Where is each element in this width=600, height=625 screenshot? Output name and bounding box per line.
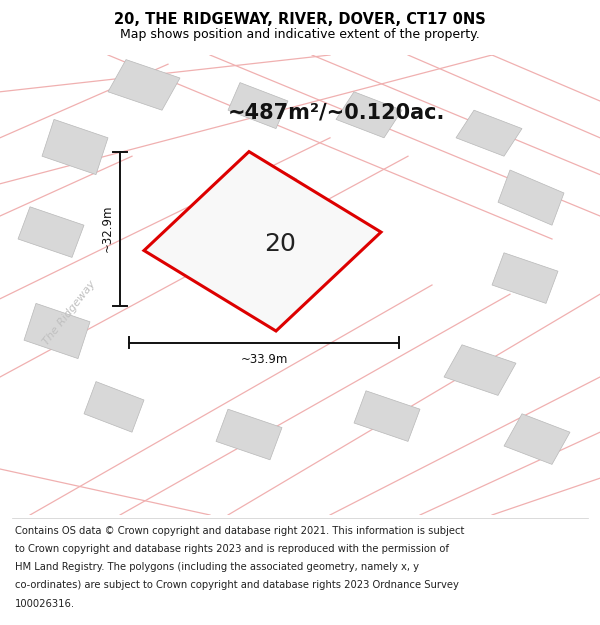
Polygon shape <box>24 303 90 359</box>
Polygon shape <box>216 409 282 460</box>
Polygon shape <box>456 110 522 156</box>
Text: ~487m²/~0.120ac.: ~487m²/~0.120ac. <box>228 102 445 122</box>
Text: co-ordinates) are subject to Crown copyright and database rights 2023 Ordnance S: co-ordinates) are subject to Crown copyr… <box>15 581 459 591</box>
Polygon shape <box>219 181 279 225</box>
Text: 20, THE RIDGEWAY, RIVER, DOVER, CT17 0NS: 20, THE RIDGEWAY, RIVER, DOVER, CT17 0NS <box>114 12 486 27</box>
Polygon shape <box>144 152 381 331</box>
Text: The Ridgeway: The Ridgeway <box>41 279 97 347</box>
Polygon shape <box>498 170 564 225</box>
Polygon shape <box>228 82 288 129</box>
Text: HM Land Registry. The polygons (including the associated geometry, namely x, y: HM Land Registry. The polygons (includin… <box>15 562 419 572</box>
Polygon shape <box>18 207 84 258</box>
Text: Map shows position and indicative extent of the property.: Map shows position and indicative extent… <box>120 28 480 41</box>
Polygon shape <box>504 414 570 464</box>
Polygon shape <box>444 345 516 396</box>
Polygon shape <box>279 195 336 234</box>
Polygon shape <box>42 119 108 174</box>
Polygon shape <box>84 382 144 432</box>
Polygon shape <box>354 391 420 441</box>
Polygon shape <box>258 218 318 260</box>
Polygon shape <box>108 59 180 110</box>
Polygon shape <box>249 161 297 195</box>
Text: to Crown copyright and database rights 2023 and is reproduced with the permissio: to Crown copyright and database rights 2… <box>15 544 449 554</box>
Text: 100026316.: 100026316. <box>15 599 75 609</box>
Text: ~32.9m: ~32.9m <box>100 205 113 252</box>
Text: Contains OS data © Crown copyright and database right 2021. This information is : Contains OS data © Crown copyright and d… <box>15 526 464 536</box>
Polygon shape <box>492 253 558 303</box>
Polygon shape <box>336 92 402 138</box>
Text: 20: 20 <box>265 232 296 256</box>
Text: ~33.9m: ~33.9m <box>241 354 287 366</box>
